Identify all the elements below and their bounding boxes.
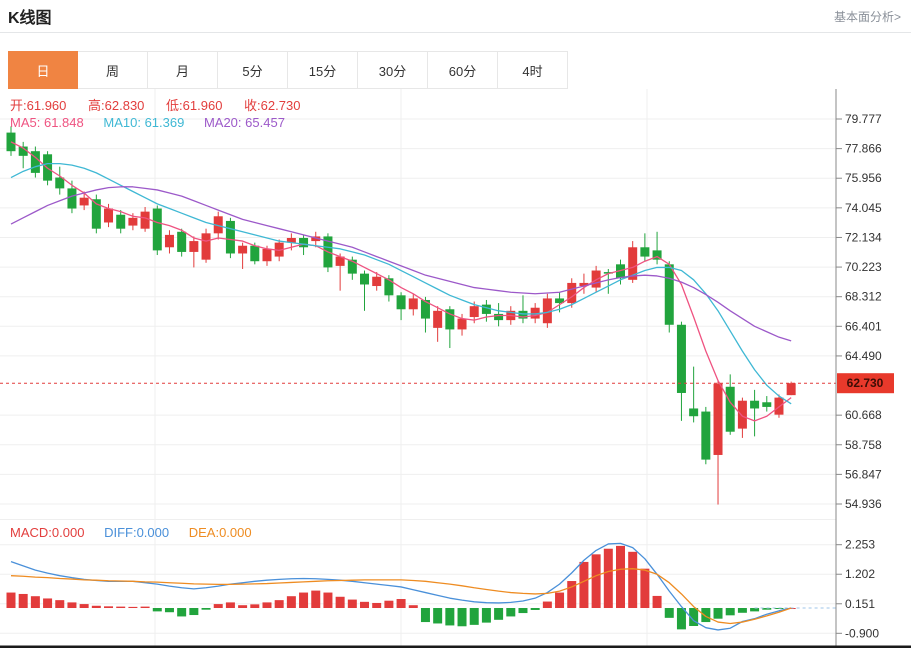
svg-text:62.730: 62.730 <box>847 376 884 390</box>
svg-text:68.312: 68.312 <box>845 290 882 304</box>
svg-text:77.866: 77.866 <box>845 142 882 156</box>
tab-timeframe-7[interactable]: 4时 <box>498 51 568 89</box>
svg-text:64.490: 64.490 <box>845 349 882 363</box>
macd-chart[interactable]: 2.253 1.202 0.151 -0.900 <box>0 519 911 648</box>
svg-text:2.253: 2.253 <box>845 538 875 552</box>
tab-timeframe-6[interactable]: 60分 <box>428 51 498 89</box>
svg-text:54.936: 54.936 <box>845 497 882 511</box>
candlestick-chart[interactable]: 79.777 77.866 75.956 74.045 72.134 70.223 68.3… <box>0 89 911 519</box>
tab-timeframe-4[interactable]: 15分 <box>288 51 358 89</box>
svg-text:58.758: 58.758 <box>845 438 882 452</box>
page-title: K线图 <box>8 10 52 27</box>
timeframe-tab-bar: 日周月 5分 15分 30分 60分 4时 <box>8 51 911 89</box>
svg-text:1.202: 1.202 <box>845 567 875 581</box>
tab-timeframe-0[interactable]: 日 <box>8 51 78 89</box>
chart-area: 79.777 77.866 75.956 74.045 72.134 70.223 68.3… <box>0 89 911 648</box>
svg-text:60.668: 60.668 <box>845 408 882 422</box>
svg-text:66.401: 66.401 <box>845 319 882 333</box>
svg-text:-0.900: -0.900 <box>845 626 879 640</box>
tab-timeframe-1[interactable]: 周 <box>78 51 148 89</box>
fundamental-analysis-link[interactable]: 基本面分析> <box>833 9 901 24</box>
tab-timeframe-2[interactable]: 月 <box>148 51 218 89</box>
svg-text:75.956: 75.956 <box>845 171 882 185</box>
titlebar: K线图 基本面分析> <box>0 0 911 33</box>
svg-text:70.223: 70.223 <box>845 260 882 274</box>
svg-text:72.134: 72.134 <box>845 230 882 244</box>
svg-text:56.847: 56.847 <box>845 467 882 481</box>
tab-timeframe-3[interactable]: 5分 <box>218 51 288 89</box>
svg-text:74.045: 74.045 <box>845 201 882 215</box>
svg-text:79.777: 79.777 <box>845 112 882 126</box>
svg-text:0.151: 0.151 <box>845 597 875 611</box>
tab-timeframe-5[interactable]: 30分 <box>358 51 428 89</box>
